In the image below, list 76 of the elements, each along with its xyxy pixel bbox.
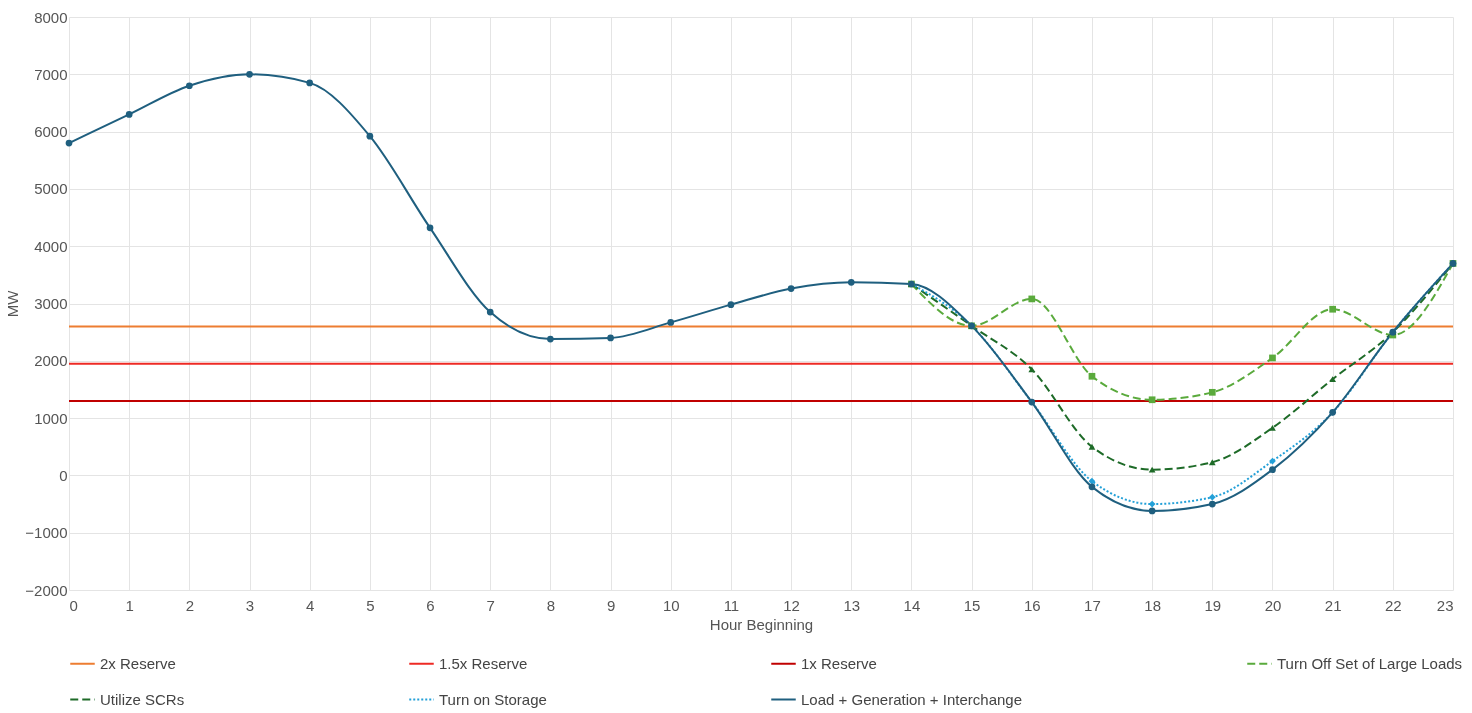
legend-label: Utilize SCRs — [100, 690, 185, 708]
y-tick-label: 0 — [59, 466, 68, 484]
point — [1269, 424, 1276, 431]
y-axis-title: MW — [4, 289, 22, 318]
point — [1269, 354, 1276, 362]
point — [1208, 493, 1216, 501]
y-tick-label: 1000 — [34, 409, 68, 427]
y-tick-label: −2000 — [25, 581, 68, 599]
x-tick-label: 2 — [185, 596, 195, 614]
x-tick-label: 3 — [245, 596, 255, 614]
y-tick-label: 6000 — [34, 123, 68, 141]
point — [366, 132, 374, 140]
point — [185, 82, 193, 90]
point — [486, 308, 494, 316]
x-tick-label: 5 — [366, 596, 375, 614]
legend-label: 2x Reserve — [100, 654, 176, 672]
x-tick-label: 14 — [903, 596, 921, 614]
point — [1028, 295, 1036, 303]
point — [847, 278, 855, 286]
x-tick-label: 13 — [843, 596, 861, 614]
x-axis-title: Hour Beginning — [709, 615, 814, 633]
point — [1088, 372, 1096, 380]
y-tick-label: 4000 — [34, 237, 68, 255]
point — [727, 301, 735, 308]
legend-label: Turn Off Set of Large Loads — [1277, 654, 1463, 672]
y-tick-label: 8000 — [34, 8, 68, 26]
y-tick-label: 3000 — [34, 295, 68, 312]
legend-label: Turn on Storage — [439, 690, 547, 708]
x-tick-label: 6 — [426, 596, 435, 614]
point — [607, 334, 614, 342]
y-tick-label: −1000 — [25, 524, 68, 542]
point — [547, 335, 554, 343]
point — [1088, 443, 1096, 450]
x-tick-label: 17 — [1084, 596, 1101, 614]
point — [1148, 507, 1156, 515]
point — [1208, 388, 1216, 396]
point — [1329, 305, 1337, 313]
x-tick-label: 21 — [1324, 596, 1342, 614]
point — [1148, 396, 1156, 404]
legend-label: Load + Generation + Interchange — [801, 690, 1023, 708]
point — [1208, 459, 1216, 466]
x-tick-label: 23 — [1436, 596, 1454, 614]
point — [1329, 376, 1337, 383]
x-tick-label: 1 — [125, 596, 134, 614]
y-tick-label: 7000 — [34, 65, 68, 83]
x-tick-label: 10 — [662, 596, 680, 614]
point — [426, 224, 434, 232]
x-tick-label: 7 — [486, 596, 495, 614]
x-tick-label: 18 — [1144, 596, 1161, 614]
point — [1269, 466, 1276, 474]
point — [1208, 500, 1216, 508]
point — [1148, 466, 1156, 473]
y-tick-label: 5000 — [34, 180, 68, 198]
x-tick-label: 19 — [1204, 596, 1222, 614]
point — [1088, 477, 1096, 485]
point — [306, 79, 314, 87]
legend-label: 1.5x Reserve — [439, 654, 528, 672]
point — [125, 111, 133, 118]
point — [246, 70, 253, 78]
x-tick-label: 4 — [306, 596, 315, 614]
legend-label: 1x Reserve — [801, 654, 877, 672]
point — [787, 285, 795, 292]
point — [667, 319, 675, 326]
x-tick-label: 9 — [606, 596, 616, 614]
point — [1088, 483, 1096, 491]
point — [1148, 500, 1156, 508]
point — [1028, 366, 1036, 373]
y-tick-label: 2000 — [34, 352, 68, 370]
x-tick-label: 12 — [783, 596, 800, 614]
point — [65, 139, 73, 147]
x-tick-label: 16 — [1023, 596, 1041, 614]
x-tick-label: 11 — [723, 596, 740, 614]
x-tick-label: 8 — [546, 596, 556, 614]
x-tick-label: 20 — [1264, 596, 1282, 614]
x-tick-label: 15 — [963, 596, 981, 614]
x-tick-label: 22 — [1384, 596, 1402, 614]
